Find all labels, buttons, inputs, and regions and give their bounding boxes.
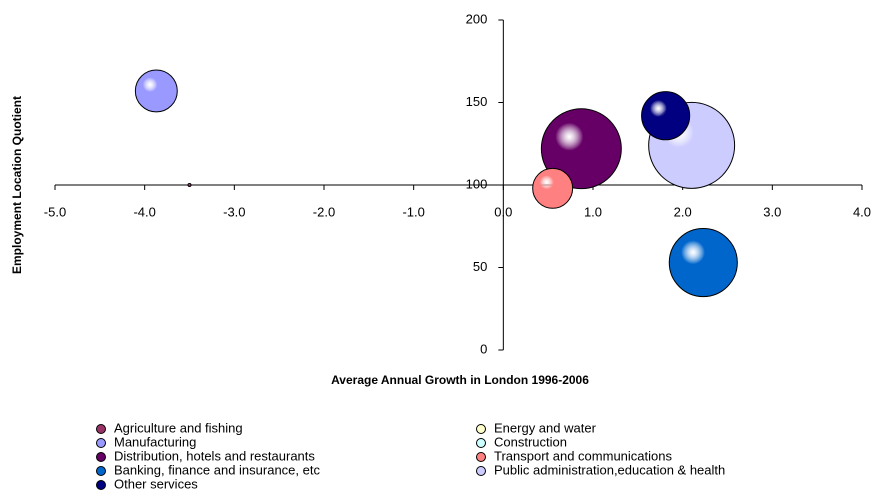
y-axis-title: Employment Location Quotient [10, 96, 24, 274]
bubble [134, 69, 178, 113]
legend-label: Construction [494, 434, 567, 449]
y-tick-label: 200 [466, 11, 488, 26]
bubble [668, 228, 738, 298]
bubble [187, 183, 192, 187]
y-tick-label: 0 [480, 341, 487, 356]
bubble [540, 108, 622, 190]
x-tick-label: -2.0 [313, 204, 335, 219]
x-tick-label: -5.0 [44, 204, 66, 219]
x-tick-label: -1.0 [402, 204, 424, 219]
x-tick-label: 3.0 [763, 204, 781, 219]
x-tick-label: 4.0 [853, 204, 871, 219]
y-tick-label: 50 [473, 259, 487, 274]
x-tick-label: 2.0 [674, 204, 692, 219]
legend-marker [476, 466, 486, 476]
legend-marker [96, 424, 106, 434]
legend-marker [96, 480, 106, 490]
legend-label: Distribution, hotels and restaurants [114, 448, 315, 463]
legend-label: Manufacturing [114, 434, 196, 449]
legend-label: Other services [114, 476, 198, 491]
legend-marker [476, 424, 486, 434]
y-tick-label: 150 [466, 94, 488, 109]
x-tick-label: -3.0 [223, 204, 245, 219]
x-axis-title: Average Annual Growth in London 1996-200… [331, 373, 589, 387]
y-tick-label: 100 [466, 176, 488, 191]
legend-label: Banking, finance and insurance, etc [114, 462, 320, 477]
legend-label: Agriculture and fishing [114, 420, 243, 435]
legend-label: Transport and communications [494, 448, 672, 463]
legend-marker [96, 452, 106, 462]
legend-marker [96, 466, 106, 476]
x-tick-label: -4.0 [133, 204, 155, 219]
bubble [532, 167, 574, 209]
legend-marker [96, 438, 106, 448]
legend-marker [476, 438, 486, 448]
x-tick-label: 0.0 [494, 204, 512, 219]
legend-label: Energy and water [494, 420, 597, 435]
x-tick-label: 1.0 [584, 204, 602, 219]
bubble [641, 91, 691, 141]
legend-marker [476, 452, 486, 462]
legend-label: Public administration,education & health [494, 462, 725, 477]
